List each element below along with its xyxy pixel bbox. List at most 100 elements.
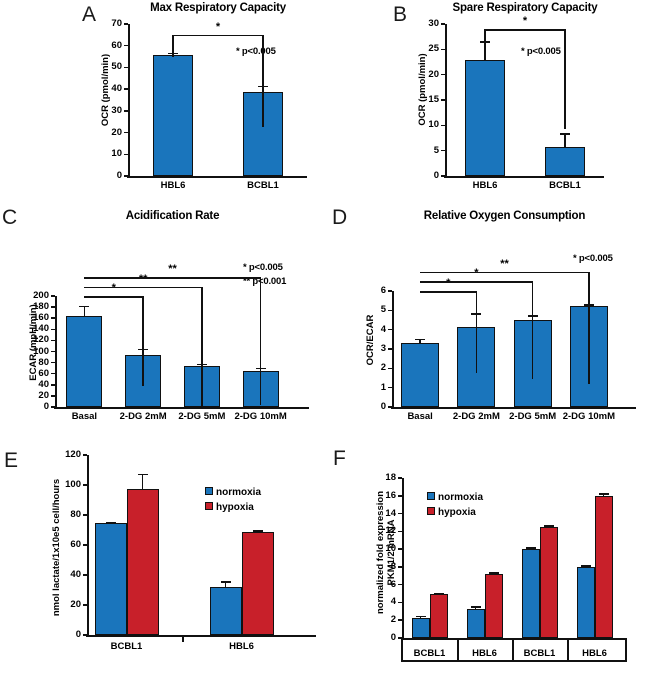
- y-tick: [51, 339, 55, 342]
- y-tick-label: 200: [33, 290, 49, 301]
- error-bar-cap: [79, 305, 90, 308]
- y-tick-label: 80: [70, 509, 81, 520]
- bar-normoxia-0: [411, 617, 430, 638]
- y-tick-label: 100: [33, 345, 49, 357]
- panel-d: D Relative Oxygen Consumption 0 1 2 3 4 5 6 OCR/E…: [330, 205, 650, 430]
- significance-bracket-arm: [475, 291, 478, 373]
- y-tick-label: 0: [75, 629, 81, 640]
- p-value-note: * p<0.005: [521, 46, 561, 57]
- x-tick-label: BCBL1: [549, 180, 581, 191]
- p-value-note: * p<0.005: [573, 253, 613, 264]
- bar-hypoxia-0: [126, 488, 159, 635]
- y-axis-title: OCR (pmol/min): [417, 53, 428, 126]
- y-axis-line: [445, 24, 447, 177]
- significance-bracket-arm: [172, 34, 174, 57]
- y-tick: [441, 124, 445, 127]
- error-bar-cap: [105, 521, 116, 524]
- error-bar-cap: [220, 581, 231, 583]
- y-tick: [441, 48, 445, 51]
- error-bar-cap: [470, 606, 481, 608]
- y-tick-label: 2: [380, 362, 386, 374]
- y-tick-label: 0: [390, 632, 396, 643]
- y-axis-title: ECAR (mpH/min): [28, 304, 39, 381]
- y-tick: [124, 131, 128, 134]
- y-tick-label: 8: [390, 560, 396, 572]
- y-tick-label: 5: [380, 304, 386, 316]
- y-tick-label: 5: [433, 144, 439, 156]
- bar-normoxia-1: [209, 587, 242, 635]
- significance-star: **: [500, 257, 509, 270]
- y-tick-label: 120: [65, 449, 81, 460]
- x-tick-label: 2-DG 5mM: [509, 411, 557, 422]
- y-tick-label: 6: [380, 285, 386, 296]
- y-tick: [83, 514, 87, 516]
- legend-swatch-hypoxia: [427, 507, 435, 515]
- y-tick: [441, 99, 445, 101]
- significance-bracket-arm: [484, 29, 486, 48]
- panel-title: Acidification Rate: [125, 210, 220, 222]
- significance-bracket-arm: [201, 286, 203, 406]
- bar-hypoxia-1: [241, 531, 274, 635]
- x-tick-label: 2-DG 5mM: [178, 411, 226, 422]
- significance-star: **: [168, 263, 177, 276]
- y-tick-label: 12: [385, 525, 396, 537]
- significance-bracket-arm: [142, 296, 144, 386]
- panel-letter-e: E: [4, 449, 19, 472]
- y-tick: [398, 566, 402, 568]
- bar-hypoxia-2: [539, 526, 558, 638]
- x-tick-label: 2-DG 10mM: [234, 411, 287, 422]
- y-tick: [388, 309, 392, 312]
- y-tick-label: 180: [33, 301, 49, 313]
- significance-bracket: [173, 34, 263, 37]
- bar-normoxia-1: [466, 608, 485, 638]
- y-tick: [124, 66, 128, 69]
- significance-star: **: [131, 273, 155, 285]
- y-tick: [83, 484, 87, 486]
- significance-bracket: [420, 271, 589, 274]
- y-tick: [124, 44, 128, 47]
- y-tick: [83, 544, 87, 546]
- panel-title: Spare Respiratory Capacity: [452, 2, 598, 14]
- y-tick-label: 30: [111, 104, 122, 116]
- group-separator: [457, 638, 459, 660]
- x-tick-label: HBL6: [472, 648, 497, 659]
- legend-swatch-hypoxia: [205, 502, 213, 510]
- y-tick: [388, 367, 392, 370]
- x-axis-line: [54, 407, 309, 409]
- x-tick-label: 2-DG 2mM: [119, 411, 167, 422]
- panel-title: Max Respiratory Capacity: [150, 2, 286, 14]
- y-tick: [398, 530, 402, 533]
- significance-star: *: [474, 267, 479, 280]
- y-tick: [388, 328, 392, 331]
- group-separator: [567, 638, 569, 660]
- legend-label-normoxia: normoxia: [216, 486, 262, 498]
- y-tick: [398, 583, 402, 586]
- significance-bracket: [485, 29, 565, 31]
- error-bar-cap: [488, 572, 499, 574]
- x-tick-label: HBL6: [582, 648, 607, 659]
- y-tick: [51, 372, 55, 375]
- y-tick-label: 1: [380, 381, 386, 393]
- x-tick-label: HBL6: [229, 641, 254, 652]
- y-axis-line: [128, 24, 130, 177]
- x-tick-label: 2-DG 10mM: [562, 411, 615, 422]
- x-tick-label: BCBL1: [523, 648, 556, 659]
- error-bar: [419, 338, 421, 344]
- significance-bracket-arm: [259, 277, 262, 406]
- p-value-note: ** p<0.001: [243, 276, 287, 287]
- y-tick: [51, 306, 55, 308]
- y-tick-label: 10: [111, 148, 122, 160]
- significance-bracket: [84, 277, 261, 279]
- y-axis-title: nmol lactate/1x10e5 cell/hours: [51, 478, 62, 617]
- significance-star: *: [446, 277, 451, 289]
- error-bar: [224, 581, 227, 587]
- panel-letter-f: F: [333, 447, 346, 470]
- y-tick: [398, 637, 402, 639]
- y-tick: [388, 290, 392, 292]
- error-bar-cap: [525, 547, 536, 549]
- error-bar-cap: [137, 473, 148, 476]
- y-tick-label: 10: [385, 543, 396, 555]
- error-bar-cap: [543, 525, 554, 527]
- y-tick: [398, 619, 402, 621]
- bar-0: [153, 55, 193, 176]
